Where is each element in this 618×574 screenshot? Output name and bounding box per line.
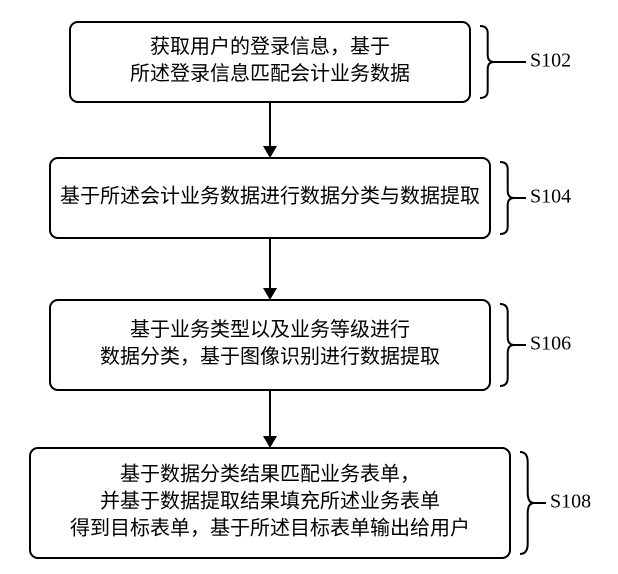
brace-s102 [480, 26, 494, 98]
flow-arrowhead [263, 146, 277, 158]
flow-arrowhead [263, 436, 277, 448]
flow-arrowhead [263, 288, 277, 300]
step-label-s102: S102 [530, 50, 571, 72]
flow-node-text: 得到目标表单，基于所述目标表单输出给用户 [70, 517, 470, 540]
flow-node-text: 基于数据分类结果匹配业务表单， [120, 463, 420, 486]
flow-node-text: 获取用户的登录信息，基于 [150, 35, 390, 58]
flow-node-s102 [70, 22, 470, 102]
brace-s108 [520, 452, 534, 554]
flow-node-s106 [50, 300, 490, 390]
flow-node-text: 基于业务类型以及业务等级进行 [130, 318, 410, 341]
brace-s104 [500, 162, 514, 234]
flow-node-text: 并基于数据提取结果填充所述业务表单 [100, 490, 440, 513]
flow-node-text: 基于所述会计业务数据进行数据分类与数据提取 [60, 185, 480, 208]
brace-s106 [500, 304, 514, 386]
step-label-s106: S106 [530, 333, 571, 355]
flowchart-canvas: 获取用户的登录信息，基于所述登录信息匹配会计业务数据 S102 基于所述会计业务数据… [0, 0, 618, 574]
flow-node-text: 所述登录信息匹配会计业务数据 [130, 62, 410, 85]
step-label-s108: S108 [550, 491, 591, 513]
step-label-s104: S104 [530, 186, 571, 208]
flow-node-text: 数据分类，基于图像识别进行数据提取 [100, 345, 440, 368]
